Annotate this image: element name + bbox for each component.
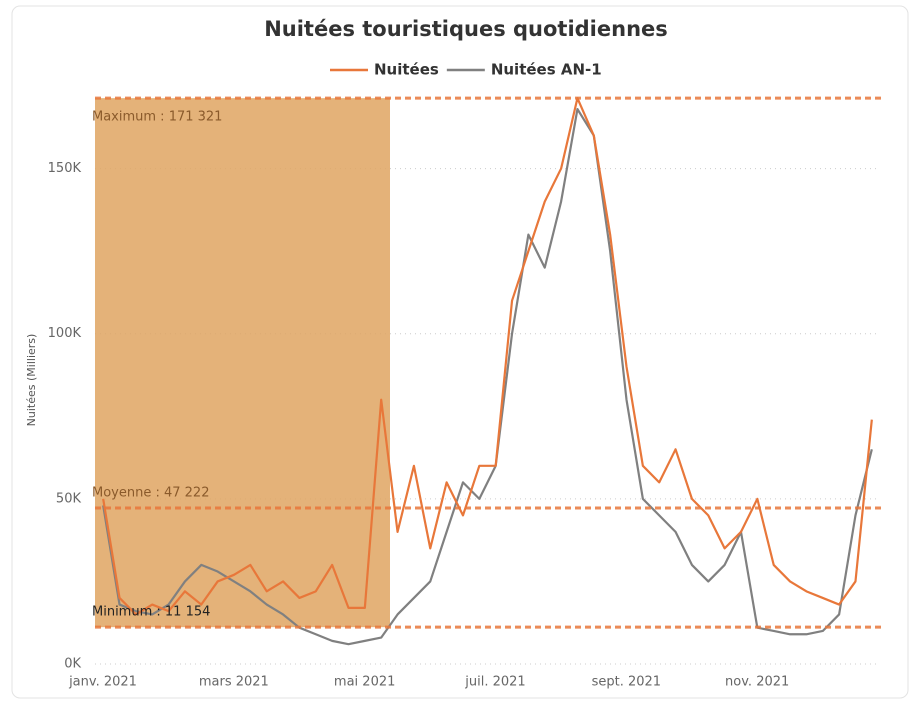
x-tick-label: nov. 2021 — [725, 675, 789, 690]
legend-label: Nuitées AN-1 — [491, 61, 602, 79]
chart-title: Nuitées touristiques quotidiennes — [264, 17, 668, 41]
series-line — [102, 108, 873, 646]
reference-label: Moyenne : 47 222 — [92, 486, 209, 501]
reference-label: Maximum : 171 321 — [92, 110, 222, 125]
y-tick-label: 50K — [56, 491, 82, 506]
x-tick-label: mai 2021 — [334, 675, 395, 690]
y-axis-title: Nuitées (Milliers) — [25, 334, 38, 427]
series-line — [102, 97, 873, 616]
x-tick-label: juil. 2021 — [464, 675, 525, 690]
x-tick-label: janv. 2021 — [68, 675, 137, 690]
highlight-band — [95, 98, 390, 628]
legend-label: Nuitées — [374, 61, 439, 79]
y-tick-label: 150K — [48, 161, 82, 176]
y-tick-label: 100K — [48, 326, 82, 341]
x-tick-label: sept. 2021 — [592, 675, 661, 690]
x-tick-label: mars 2021 — [199, 675, 269, 690]
reference-label: Minimum : 11 154 — [92, 605, 210, 620]
y-tick-label: 0K — [64, 657, 81, 672]
